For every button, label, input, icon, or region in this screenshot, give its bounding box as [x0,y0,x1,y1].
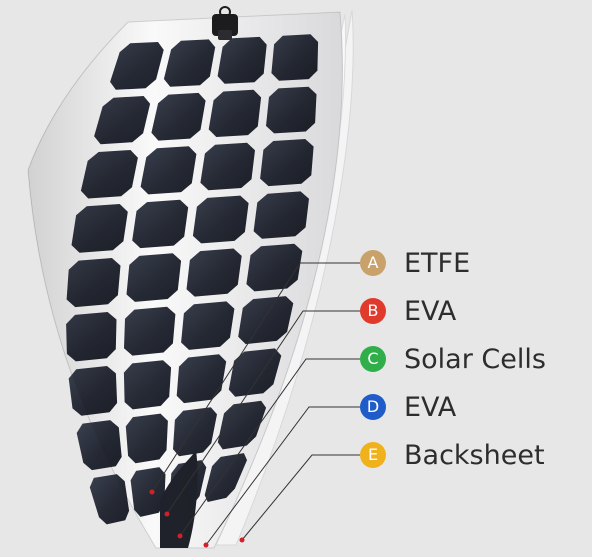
leader-line [241,454,360,541]
layer-label: ETFE [404,247,471,279]
layer-badge: E [360,442,386,468]
layer-label: Backsheet [404,439,545,471]
solar-cell [124,306,176,356]
leader-lines [151,262,360,546]
solar-cell [76,420,122,471]
layer-marker-dot [239,537,245,543]
junction-box-icon [212,6,238,40]
layer-badge: C [360,346,386,372]
solar-cell [125,413,168,464]
layer-markers [149,489,245,548]
layer-marker-dot [177,533,183,539]
solar-cell [260,139,314,187]
leader-line [205,406,360,546]
solar-cell [66,258,121,308]
legend-item-etfe: A ETFE [360,247,471,279]
layer-label: EVA [404,295,457,327]
legend-item-backsheet: E Backsheet [360,439,545,471]
layer-label: Solar Cells [404,343,546,375]
leader-line [151,262,360,493]
layer-marker-dot [164,511,170,517]
solar-cell [89,474,130,525]
solar-cell [68,366,118,416]
layer-marker-dot [149,489,155,495]
solar-cell [266,86,317,134]
leader-line [166,310,360,515]
solar-cell [271,34,319,81]
layer-badge: B [360,298,386,324]
solar-cell-grid [66,34,319,525]
solar-cell [123,360,172,410]
layer-badge: A [360,250,386,276]
layer-marker-dot [203,542,209,548]
legend-item-eva: B EVA [360,295,457,327]
legend-item-solar-cells: C Solar Cells [360,343,546,375]
layer-label: EVA [404,391,457,423]
layer-badge: D [360,394,386,420]
solar-cell [66,312,117,362]
legend-item-eva: D EVA [360,391,457,423]
leader-line [179,358,360,537]
